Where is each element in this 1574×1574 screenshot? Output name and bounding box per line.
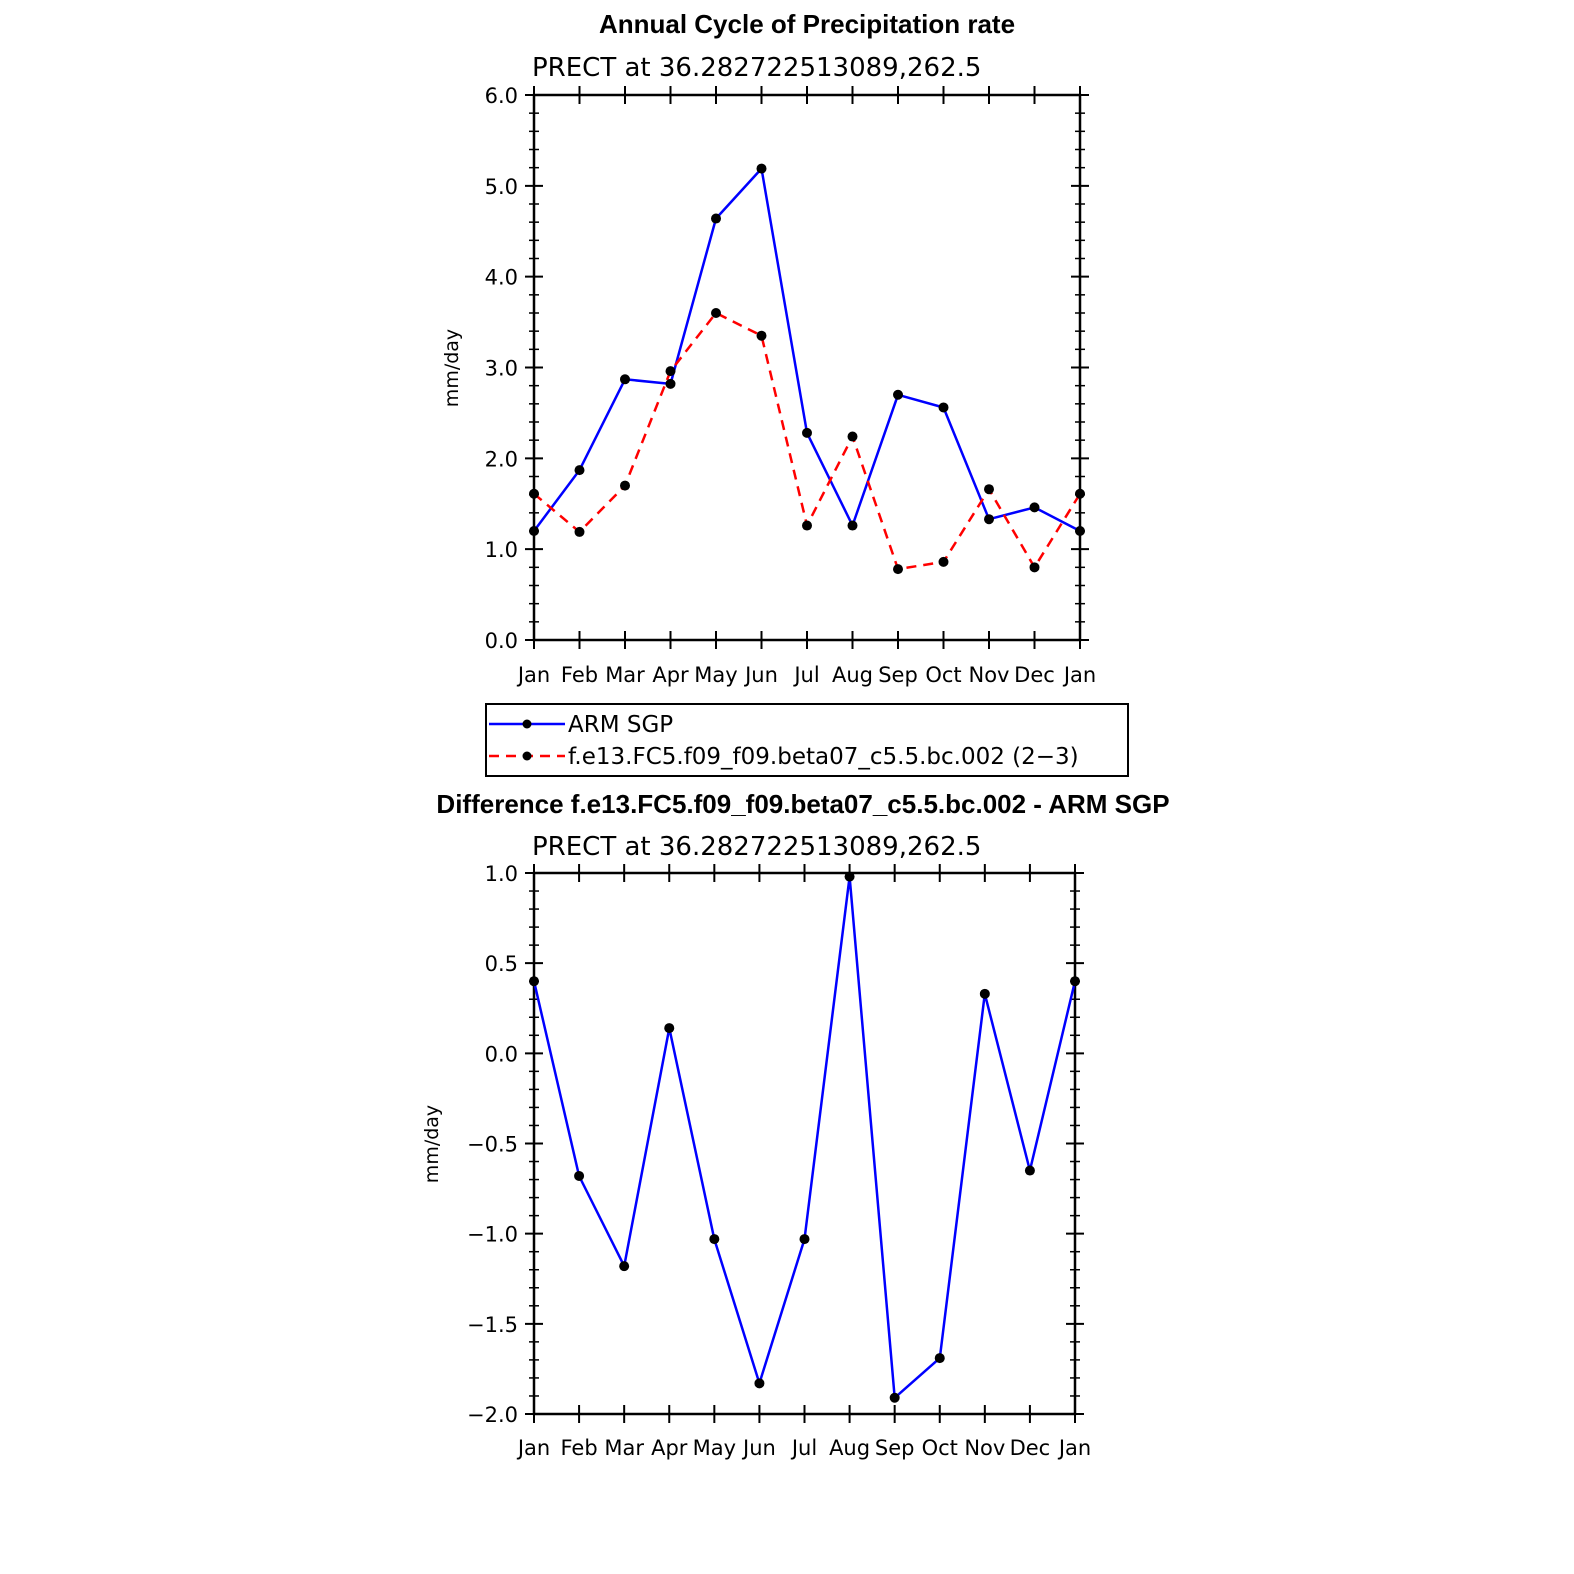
- chart2-series-0-point: [709, 1234, 720, 1245]
- chart1-legend: [485, 703, 1129, 777]
- chart2-xtick-label: Apr: [651, 1436, 688, 1460]
- chart1-ytick-label: 1.0: [485, 538, 518, 562]
- chart1-xtick-label: Sep: [878, 663, 918, 687]
- chart2-xtick-label: Aug: [829, 1436, 870, 1460]
- chart2-xtick-label: Jan: [516, 1436, 550, 1460]
- chart1-series-0-point: [893, 389, 903, 400]
- chart1-series-0-point: [711, 213, 721, 224]
- chart1-series-0-point: [529, 526, 539, 536]
- chart2-ytick-label: 0.0: [485, 1042, 518, 1066]
- chart2-xtick-label: Jul: [790, 1436, 817, 1460]
- chart1-ytick-label: 2.0: [485, 447, 518, 471]
- chart1-xtick-label: May: [694, 663, 737, 687]
- chart2-series-line-0: [532, 875, 1077, 1400]
- chart2-xtick-label: Feb: [560, 1436, 597, 1460]
- legend-marker-model: [522, 751, 532, 761]
- chart1-title: Annual Cycle of Precipitation rate: [599, 9, 1015, 39]
- chart2-frame: [532, 871, 1077, 1416]
- chart1-series-0-point: [665, 378, 676, 389]
- chart1-series-1-point: [620, 480, 630, 491]
- chart1-xtick-label: Jun: [743, 663, 778, 687]
- chart1-series-1-point: [938, 556, 949, 567]
- chart1-ytick-label: 0.0: [485, 629, 518, 653]
- chart2-series-0-point: [664, 1023, 675, 1034]
- legend-label-model: f.e13.FC5.f09_f09.beta07_c5.5.bc.002 (2−…: [568, 744, 1079, 770]
- chart1-xtick-label: Jul: [792, 663, 819, 687]
- chart2-series-0-point: [844, 871, 855, 882]
- chart2-series-0-point: [574, 1170, 585, 1181]
- chart1-series-0-point: [984, 514, 994, 525]
- chart1-series-0-point: [574, 465, 585, 476]
- chart2-xtick-label: Jun: [741, 1436, 776, 1460]
- chart1-ytick-label: 5.0: [485, 175, 518, 199]
- chart1-series-0-point: [620, 374, 630, 385]
- chart2-xtick-label: Sep: [875, 1436, 915, 1460]
- chart2-ytick-label: −0.5: [467, 1133, 518, 1157]
- chart1-ytick-label: 4.0: [485, 266, 518, 290]
- chart2-series-0-point: [1070, 976, 1080, 987]
- chart1-series-0-point: [1029, 502, 1040, 513]
- chart2-ytick-label: −1.5: [467, 1313, 518, 1337]
- chart2-series-0-point: [1024, 1165, 1035, 1176]
- chart1-xtick-label: Mar: [605, 663, 645, 687]
- chart2-ylabel: mm/day: [421, 1105, 443, 1183]
- chart1-subtitle: PRECT at 36.282722513089,262.5: [532, 53, 981, 83]
- chart1-ylabel: mm/day: [441, 329, 463, 407]
- chart2-series-0-point: [979, 988, 990, 999]
- chart1-plot: 0.0 1.0 2.0 3.0 4.0 5.0 6.0 Jan Feb Mar Apr May Jun J…: [485, 84, 1097, 687]
- chart1-series-0-point: [847, 520, 858, 531]
- chart1-xtick-label: Feb: [561, 663, 598, 687]
- chart2-series-0-point: [889, 1392, 900, 1403]
- chart2-plot: −2.0 −1.5 −1.0 −0.5 0.0 0.5 1.0 Jan Feb Mar Apr May…: [467, 862, 1091, 1460]
- chart1-xtick-label: Jan: [516, 663, 550, 687]
- chart2-series-0-point: [619, 1261, 630, 1272]
- chart2-series-0-point: [754, 1378, 765, 1389]
- chart1-series-1-point: [529, 488, 539, 499]
- chart2-series-0-point: [529, 976, 539, 987]
- chart1-xtick-label: Oct: [925, 663, 961, 687]
- chart2-xtick-label: Dec: [1010, 1436, 1051, 1460]
- chart1-series-0-point: [938, 402, 949, 413]
- chart1-series-1-point: [984, 484, 994, 495]
- chart1-series-line-1: [533, 311, 1082, 571]
- chart1-series-1-point: [1029, 562, 1040, 573]
- chart1-series-1-point: [893, 564, 903, 575]
- chart2-ytick-label: 0.5: [485, 952, 518, 976]
- chart1-series-1-point: [711, 308, 721, 318]
- chart1-frame: [532, 93, 1082, 642]
- chart1-xtick-label: Nov: [969, 663, 1010, 687]
- chart1-series-1-point: [574, 526, 585, 537]
- chart1-series-0-point: [756, 163, 767, 174]
- chart1-xtick-label: Apr: [652, 663, 689, 687]
- chart1-series-1-point: [802, 520, 812, 531]
- chart2-series-0-point: [799, 1234, 810, 1245]
- chart1-ytick-label: 6.0: [485, 84, 518, 108]
- chart1-series-1-point: [756, 330, 767, 341]
- chart1-series-1-point: [1075, 488, 1085, 499]
- chart2-xtick-label: Jan: [1057, 1436, 1091, 1460]
- chart2-xtick-label: Mar: [604, 1436, 644, 1460]
- chart2-xtick-label: May: [693, 1436, 736, 1460]
- legend-label-arm-sgp: ARM SGP: [568, 712, 673, 738]
- chart2-subtitle: PRECT at 36.282722513089,262.5: [532, 832, 981, 862]
- chart1-series-1-point: [847, 431, 858, 442]
- chart1-xtick-label: Aug: [832, 663, 873, 687]
- chart2-xtick-label: Oct: [922, 1436, 958, 1460]
- chart1-series-0-point: [802, 427, 812, 438]
- chart2-ytick-label: −2.0: [467, 1403, 518, 1427]
- chart2-series-0-point: [934, 1353, 945, 1364]
- chart2-ytick-label: −1.0: [467, 1223, 518, 1247]
- chart1-series-0-point: [1075, 526, 1085, 536]
- legend-marker-arm-sgp: [522, 719, 532, 729]
- chart1-series-1-point: [665, 366, 676, 377]
- chart1-ytick-label: 3.0: [485, 357, 518, 381]
- chart2-ytick-label: 1.0: [485, 862, 518, 886]
- chart2-xtick-label: Nov: [964, 1436, 1005, 1460]
- chart1-series-line-0: [532, 167, 1081, 533]
- chart1-xtick-label: Dec: [1014, 663, 1055, 687]
- chart1-xtick-label: Jan: [1062, 663, 1096, 687]
- chart2-title: Difference f.e13.FC5.f09_f09.beta07_c5.5…: [436, 789, 1169, 819]
